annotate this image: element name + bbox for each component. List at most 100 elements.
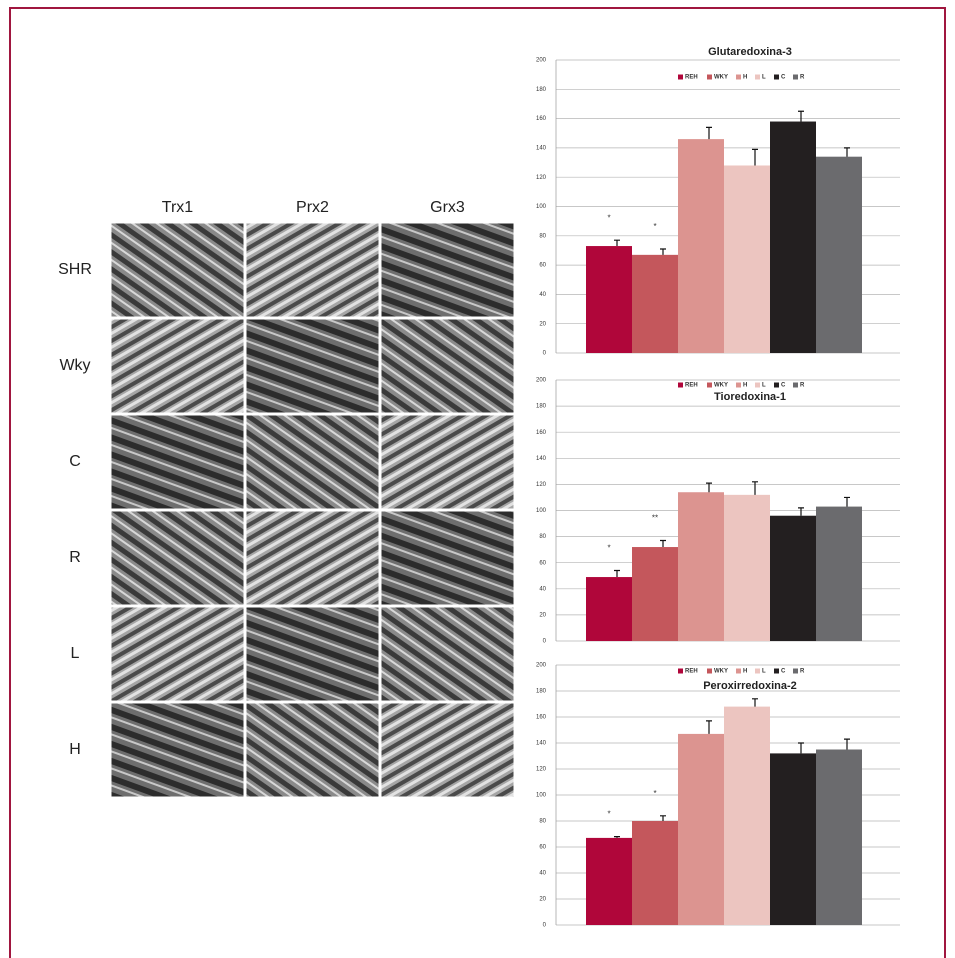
bar	[632, 547, 678, 641]
y-tick-label: 60	[539, 263, 546, 269]
legend-swatch	[707, 382, 712, 388]
y-tick-label: 160	[536, 430, 547, 436]
error-bar	[706, 720, 712, 734]
row-label: R	[69, 549, 81, 566]
y-tick-label: 120	[536, 482, 547, 488]
row-label: Wky	[59, 357, 90, 374]
chart-title: Glutaredoxina-3	[708, 46, 792, 58]
micrograph	[245, 414, 380, 510]
y-tick-label: 0	[543, 923, 547, 929]
micrograph	[110, 222, 245, 318]
significance-mark: *	[653, 222, 656, 231]
y-tick-label: 140	[536, 741, 547, 747]
micrograph	[110, 606, 245, 702]
micrograph	[110, 510, 245, 606]
error-bar	[844, 738, 850, 750]
legend-label: R	[800, 383, 805, 389]
legend-label: L	[762, 75, 766, 81]
y-tick-label: 20	[539, 612, 546, 618]
bar	[724, 165, 770, 353]
micrograph	[110, 414, 245, 510]
bar	[632, 254, 678, 353]
y-tick-label: 180	[536, 404, 547, 410]
row-label: L	[71, 645, 80, 662]
legend-swatch	[793, 382, 798, 388]
micrograph	[110, 318, 245, 414]
legend-label: C	[781, 383, 786, 389]
y-tick-label: 40	[539, 586, 546, 592]
legend-swatch	[707, 668, 712, 674]
y-tick-label: 140	[536, 145, 547, 151]
error-bar	[752, 481, 758, 495]
legend-swatch	[774, 382, 779, 388]
legend-swatch	[755, 74, 760, 80]
column-label: Prx2	[296, 199, 329, 216]
y-tick-label: 120	[536, 767, 547, 773]
row-label: SHR	[58, 261, 92, 278]
bar	[586, 246, 632, 353]
legend-swatch	[793, 74, 798, 80]
bar	[678, 733, 724, 925]
legend-label: WKY	[714, 383, 728, 389]
y-tick-label: 20	[539, 897, 546, 903]
chart-title: Peroxirredoxina-2	[703, 680, 797, 692]
micrograph	[380, 702, 515, 798]
legend-label: L	[762, 383, 766, 389]
legend-label: H	[743, 669, 747, 675]
row-label: C	[69, 453, 81, 470]
legend-swatch	[678, 668, 683, 674]
error-bar	[798, 507, 804, 516]
legend-label: R	[800, 669, 805, 675]
bar	[770, 121, 816, 353]
error-bar	[660, 248, 666, 255]
y-tick-label: 200	[536, 378, 547, 384]
legend-swatch	[755, 668, 760, 674]
y-tick-label: 80	[539, 819, 546, 825]
bar	[678, 492, 724, 641]
error-bar	[614, 836, 620, 838]
y-tick-label: 180	[536, 689, 547, 695]
micrograph	[245, 318, 380, 414]
y-tick-label: 200	[536, 58, 547, 64]
micrograph	[380, 222, 515, 318]
legend-swatch	[736, 382, 741, 388]
y-tick-label: 20	[539, 321, 546, 327]
y-tick-label: 100	[536, 508, 547, 514]
micrograph	[245, 222, 380, 318]
micrograph	[245, 606, 380, 702]
legend-swatch	[678, 74, 683, 80]
y-tick-label: 60	[539, 845, 546, 851]
micrograph	[380, 318, 515, 414]
legend-label: H	[743, 75, 747, 81]
significance-mark: *	[607, 213, 610, 222]
bar	[816, 156, 862, 353]
y-tick-label: 40	[539, 871, 546, 877]
legend-swatch	[736, 74, 741, 80]
micrograph	[380, 606, 515, 702]
bar	[770, 515, 816, 641]
error-bar	[798, 110, 804, 122]
y-tick-label: 180	[536, 87, 547, 93]
bar	[678, 139, 724, 353]
legend-swatch	[793, 668, 798, 674]
legend-swatch	[755, 382, 760, 388]
error-bar	[614, 569, 620, 578]
micrograph	[110, 702, 245, 798]
error-bar	[660, 815, 666, 821]
frame	[9, 7, 946, 958]
legend-label: WKY	[714, 669, 728, 675]
micrograph	[245, 702, 380, 798]
legend-label: R	[800, 75, 805, 81]
error-bar	[844, 496, 850, 507]
legend-label: WKY	[714, 75, 728, 81]
micrograph	[380, 414, 515, 510]
y-tick-label: 120	[536, 175, 547, 181]
legend-label: C	[781, 669, 786, 675]
y-tick-label: 40	[539, 292, 546, 298]
y-tick-label: 60	[539, 560, 546, 566]
significance-mark: *	[607, 544, 610, 553]
bar	[816, 506, 862, 641]
legend-swatch	[678, 382, 683, 388]
